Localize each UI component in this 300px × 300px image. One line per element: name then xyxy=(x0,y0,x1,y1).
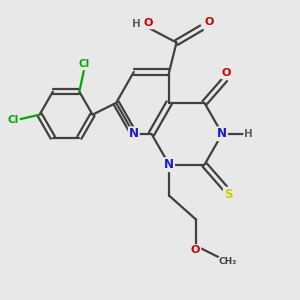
Text: N: N xyxy=(129,127,139,140)
Text: H: H xyxy=(244,129,253,139)
Text: Cl: Cl xyxy=(8,115,19,125)
Text: Cl: Cl xyxy=(78,59,89,69)
Text: O: O xyxy=(191,245,200,255)
Text: N: N xyxy=(217,127,227,140)
Text: CH₃: CH₃ xyxy=(219,257,237,266)
Text: N: N xyxy=(164,158,174,171)
Text: O: O xyxy=(222,68,231,78)
Text: H: H xyxy=(132,19,141,29)
Text: O: O xyxy=(204,17,214,27)
Text: S: S xyxy=(224,188,232,201)
Text: O: O xyxy=(144,18,153,28)
